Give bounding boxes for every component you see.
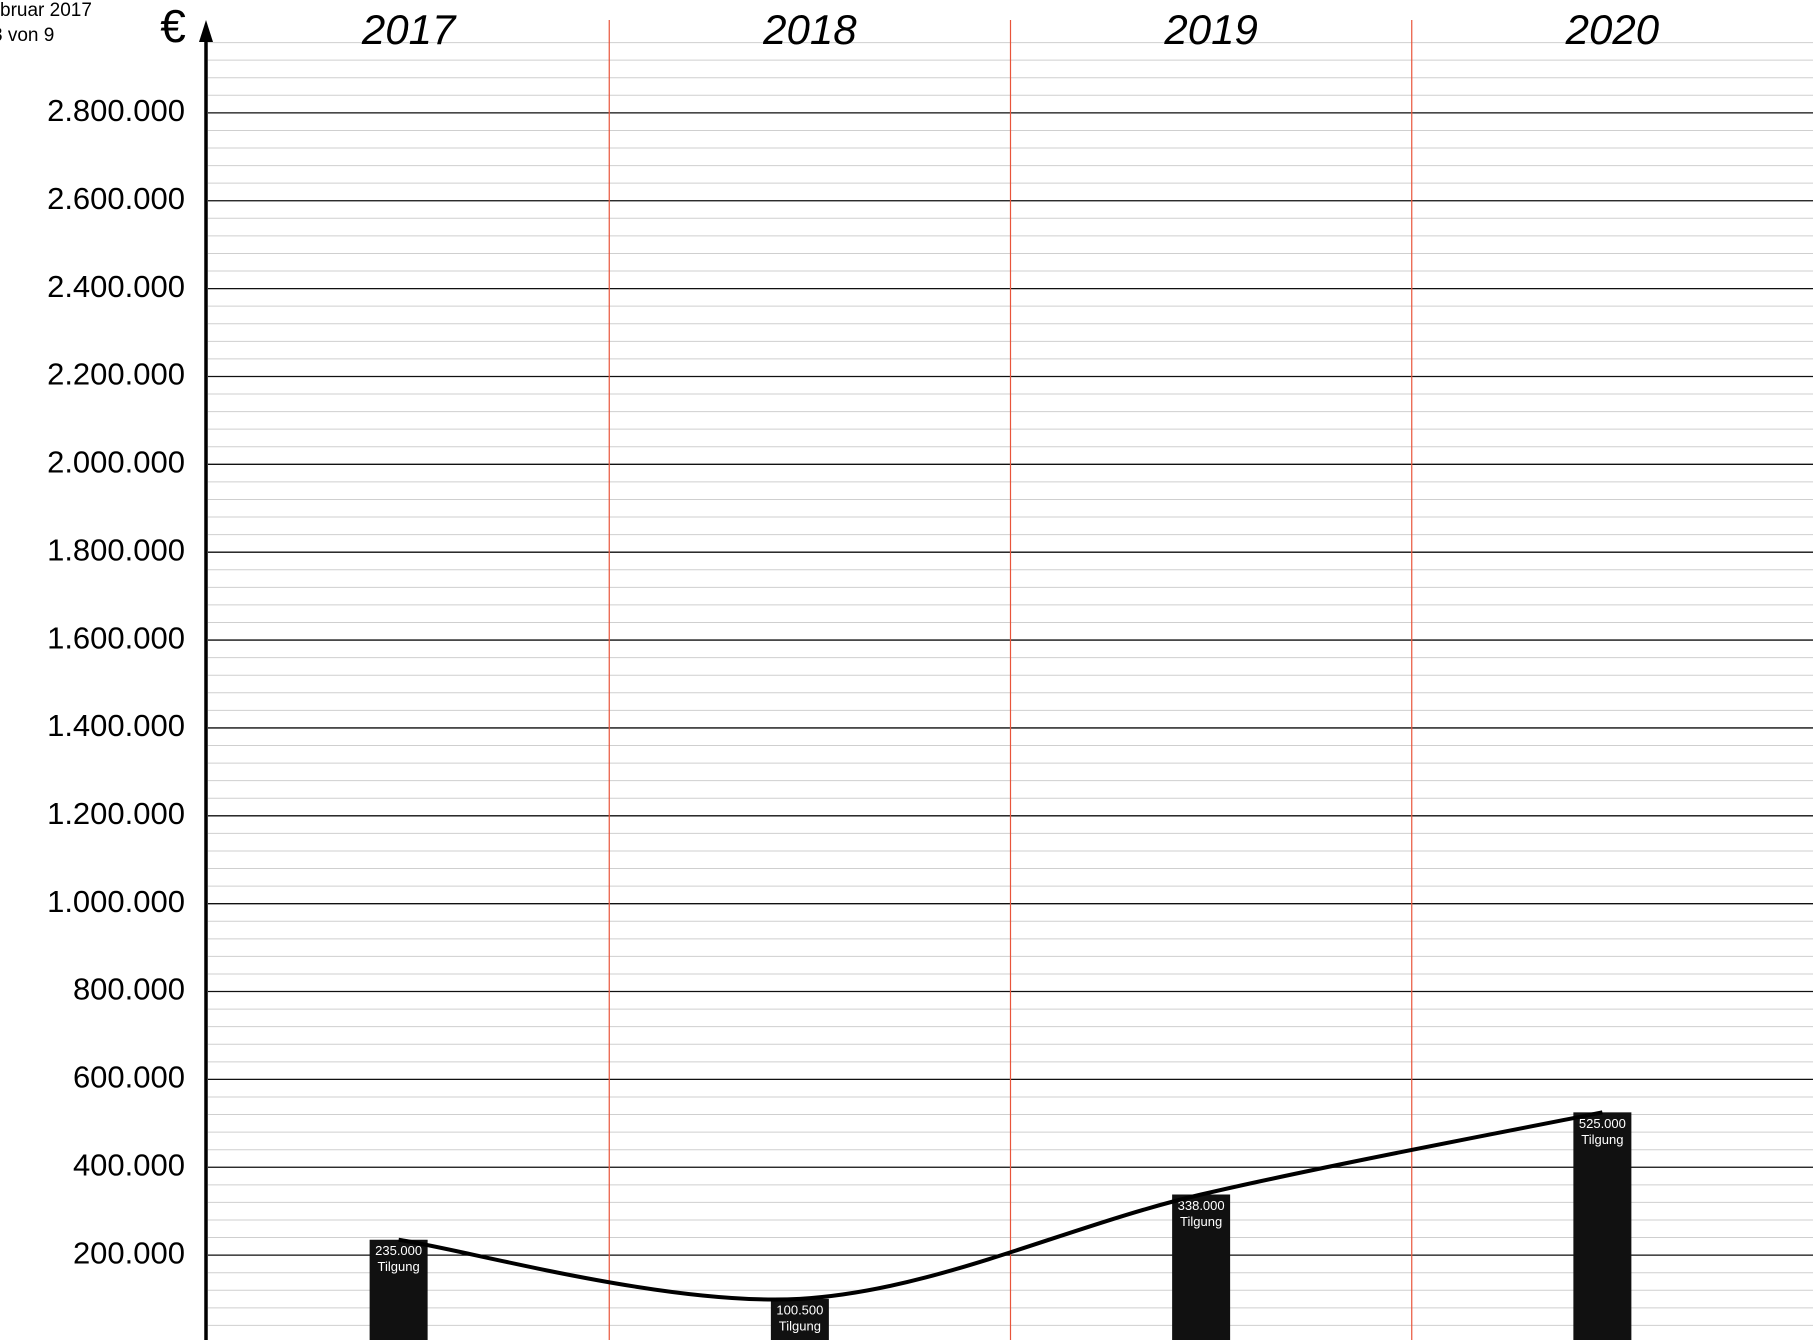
- value-label: 100.500: [776, 1302, 823, 1317]
- y-tick-label: 200.000: [73, 1235, 185, 1270]
- value-label-name: Tilgung: [1581, 1132, 1623, 1147]
- bar: [770, 1298, 829, 1340]
- trend-line: [398, 1110, 1603, 1302]
- x-tick-label: 2018: [762, 6, 857, 53]
- y-axis-arrow: [199, 20, 213, 42]
- header-date: bruar 2017: [0, 0, 92, 21]
- header-page: 3 von 9: [0, 25, 54, 46]
- value-label-name: Tilgung: [1180, 1214, 1222, 1229]
- y-tick-label: 1.000.000: [47, 884, 185, 919]
- bar: [1172, 1194, 1231, 1340]
- value-label-name: Tilgung: [378, 1259, 420, 1274]
- x-tick-label: 2020: [1565, 6, 1660, 53]
- y-tick-label: 400.000: [73, 1147, 185, 1182]
- x-tick-label: 2019: [1163, 6, 1257, 53]
- bar: [369, 1239, 428, 1340]
- bar: [1573, 1112, 1632, 1340]
- y-tick-label: 1.200.000: [47, 796, 185, 831]
- value-label: 525.000: [1579, 1116, 1626, 1131]
- y-axis-label: €: [160, 0, 186, 52]
- value-label-name: Tilgung: [779, 1318, 821, 1333]
- value-label: 235.000: [375, 1243, 422, 1258]
- y-tick-label: 2.200.000: [47, 357, 185, 392]
- y-tick-label: 1.800.000: [47, 532, 185, 567]
- x-tick-label: 2017: [361, 6, 457, 53]
- y-tick-label: 1.400.000: [47, 708, 185, 743]
- y-tick-label: 2.800.000: [47, 93, 185, 128]
- y-tick-label: 2.000.000: [47, 445, 185, 480]
- y-tick-label: 2.600.000: [47, 181, 185, 216]
- y-tick-label: 800.000: [73, 972, 185, 1007]
- value-label: 338.000: [1178, 1198, 1225, 1213]
- y-tick-label: 1.600.000: [47, 620, 185, 655]
- y-tick-label: 2.400.000: [47, 269, 185, 304]
- y-tick-label: 600.000: [73, 1060, 185, 1095]
